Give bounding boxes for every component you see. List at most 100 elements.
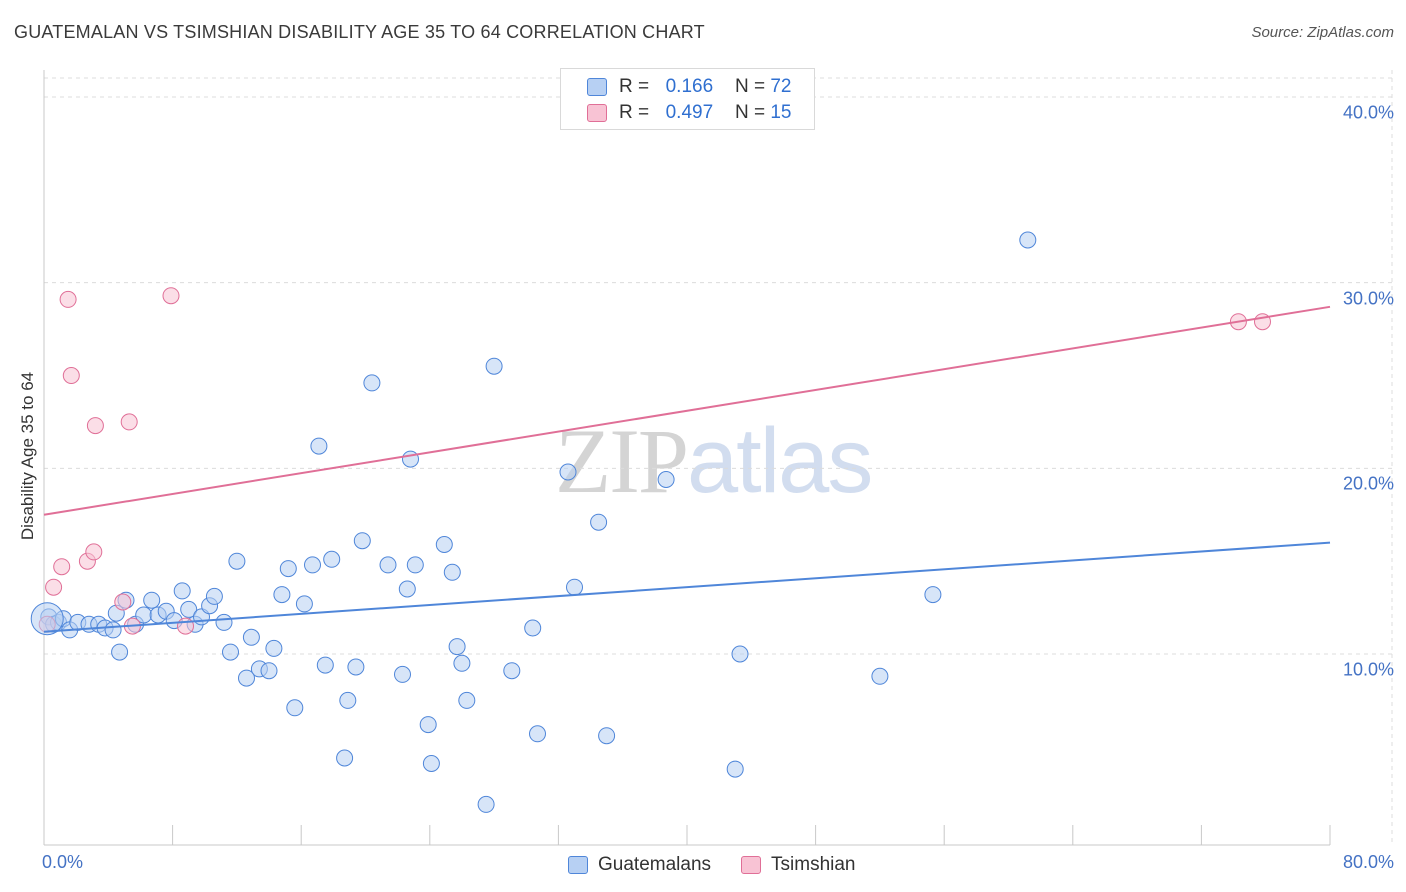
y-tick-label: 10.0% [1342, 659, 1394, 680]
tsimshian-point [86, 417, 104, 435]
n-value: 72 [770, 76, 792, 97]
guatemalan-cluster-point [30, 602, 64, 636]
tsimshian-point [177, 617, 194, 635]
stats-legend: R = 0.166 N = 72 R = 0.497 N = 15 [560, 68, 815, 130]
stats-legend-row-guatemalans: R = 0.166 N = 72 [587, 75, 791, 99]
guatemalan-point [453, 654, 471, 672]
tsimshian-point [59, 290, 77, 308]
guatemalan-point [260, 662, 278, 680]
guatemalan-point [398, 580, 416, 598]
guatemalan-point [458, 691, 476, 709]
guatemalan-point [726, 760, 744, 778]
chart-source: Source: ZipAtlas.com [1251, 24, 1394, 41]
guatemalan-point [559, 463, 577, 481]
guatemalan-point [215, 613, 233, 631]
guatemalan-trend-line [43, 541, 1331, 633]
legend-item-guatemalans[interactable]: Guatemalans [568, 854, 711, 876]
tsimshian-point [45, 578, 63, 596]
guatemalan-point [143, 591, 161, 609]
tsimshian-point [85, 543, 103, 561]
axis-layer [43, 70, 1331, 846]
tsimshian-point [162, 287, 180, 305]
guatemalan-point [590, 513, 608, 531]
n-value: 15 [770, 102, 792, 123]
guatemalan-point [205, 587, 223, 605]
guatemalan-point [180, 600, 198, 618]
guatemalan-point [924, 586, 942, 604]
tsimshian-point [62, 367, 80, 384]
r-value: 0.166 [665, 76, 714, 97]
guatemalan-point [394, 665, 411, 683]
guatemalan-point [419, 716, 437, 734]
guatemalan-point [173, 582, 191, 600]
guatemalan-point [503, 662, 521, 680]
guatemalan-point [871, 667, 889, 685]
guatemalan-point [339, 691, 357, 709]
grid-layer [44, 70, 1393, 845]
series-legend: Guatemalans Tsimshian [568, 852, 886, 878]
guatemalan-point [323, 550, 341, 568]
x-tick-label-min: 0.0% [42, 852, 84, 872]
guatemalan-point [566, 578, 583, 596]
guatemalan-point [1019, 231, 1037, 249]
guatemalan-point [304, 556, 321, 574]
n-label: N = [734, 102, 766, 123]
x-tick-label-max: 80.0% [1342, 852, 1394, 872]
guatemalan-point [657, 471, 675, 488]
y-axis-label: Disability Age 35 to 64 [18, 371, 37, 541]
guatemalan-point [347, 658, 365, 676]
guatemalan-point [485, 357, 503, 375]
guatemalan-point [238, 669, 255, 687]
legend-swatch-pink [741, 856, 762, 874]
tsimshian-point [120, 413, 138, 431]
legend-label: Guatemalans [598, 854, 712, 875]
guatemalan-point [111, 643, 129, 661]
y-tick-label: 20.0% [1342, 473, 1394, 494]
guatemalan-point [435, 536, 453, 553]
legend-swatch-blue [568, 856, 588, 874]
y-tick-label: 40.0% [1342, 102, 1394, 123]
guatemalan-point [279, 560, 297, 578]
y-tick-label: 30.0% [1342, 288, 1394, 309]
guatemalan-point [295, 595, 313, 613]
guatemalan-point [363, 374, 381, 392]
legend-swatch-pink [587, 104, 607, 122]
guatemalan-point [242, 628, 260, 646]
guatemalan-point [402, 450, 419, 468]
guatemalan-point [529, 725, 546, 743]
guatemalan-point [448, 638, 466, 656]
chart-title: GUATEMALAN VS TSIMSHIAN DISABILITY AGE 3… [14, 22, 705, 42]
trend-layer [43, 305, 1331, 633]
guatemalan-point [228, 552, 246, 570]
guatemalan-point [598, 727, 616, 745]
legend-item-tsimshian[interactable]: Tsimshian [741, 854, 856, 876]
guatemalan-point [406, 556, 424, 574]
guatemalan-point [524, 619, 542, 637]
r-label: R = [619, 76, 650, 97]
guatemalan-point [273, 586, 291, 604]
guatemalan-point [443, 563, 461, 581]
guatemalan-point [316, 656, 334, 674]
guatemalan-point [422, 755, 440, 772]
guatemalan-point [336, 749, 354, 767]
r-value: 0.497 [665, 102, 714, 123]
guatemalan-point [353, 532, 371, 550]
guatemalan-point [286, 699, 304, 717]
points-layer [30, 231, 1271, 813]
tsimshian-point [53, 558, 71, 576]
r-label: R = [619, 102, 650, 123]
guatemalan-point [104, 621, 122, 639]
n-label: N = [734, 76, 766, 97]
guatemalan-point [477, 795, 495, 813]
guatemalan-point [265, 639, 283, 657]
guatemalan-point [731, 645, 749, 663]
guatemalan-point [310, 437, 328, 455]
tsimshian-point [114, 593, 132, 611]
guatemalan-point [222, 643, 239, 661]
stats-legend-row-tsimshian: R = 0.497 N = 15 [587, 101, 791, 125]
legend-label: Tsimshian [771, 854, 856, 875]
legend-swatch-blue [587, 78, 607, 96]
tsimshian-trend-line [43, 305, 1331, 516]
guatemalan-point [379, 556, 397, 574]
